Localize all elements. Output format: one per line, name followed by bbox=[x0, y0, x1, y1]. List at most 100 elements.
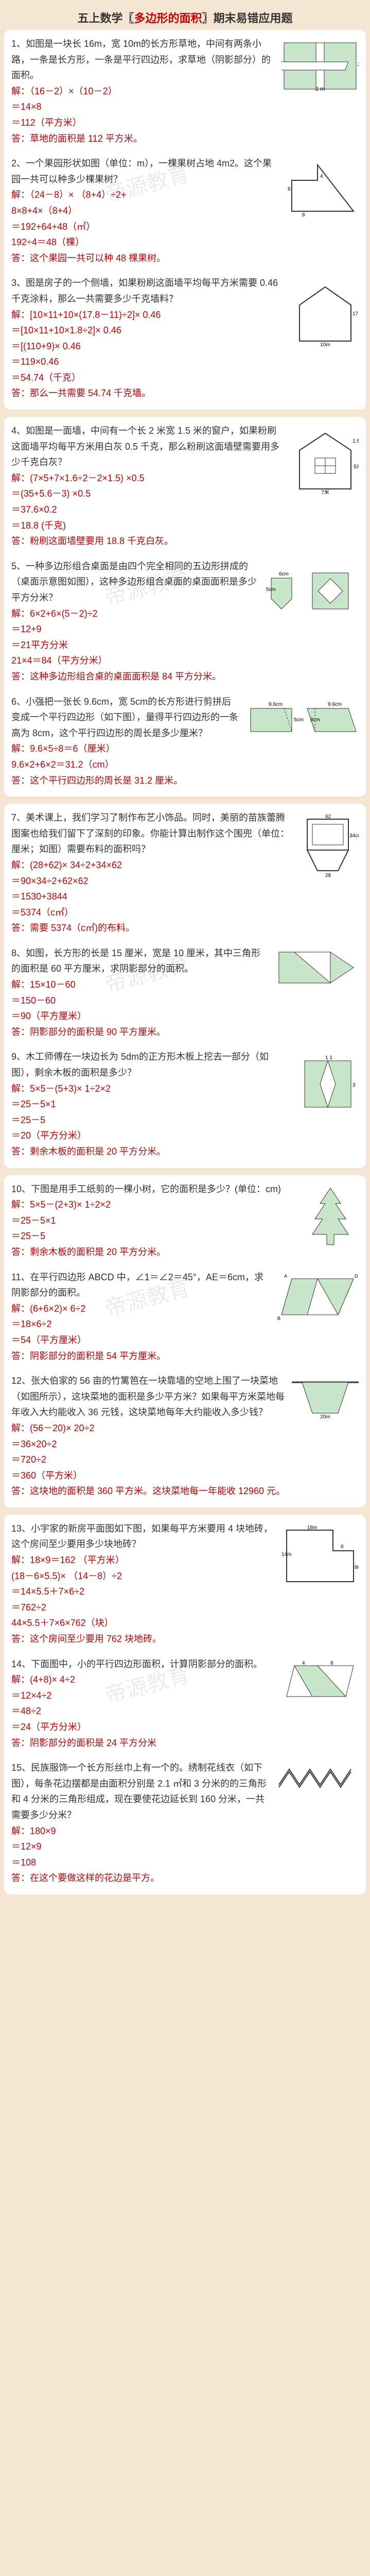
svg-text:62: 62 bbox=[325, 814, 331, 820]
figure: 2 m2 m bbox=[281, 40, 359, 92]
solution-line: ＝54（平方厘米） bbox=[11, 1332, 359, 1348]
title-mid: 多边形的面积 bbox=[134, 12, 202, 25]
solution-line: ＝112（平方米） bbox=[11, 115, 359, 131]
answer-line: 答：阴影部分的面积是 90 平方厘米。 bbox=[11, 1024, 359, 1040]
solution-line: ＝12×9 bbox=[11, 1839, 359, 1855]
figure: 48 bbox=[281, 1660, 359, 1702]
figure bbox=[276, 950, 359, 991]
svg-text:7米: 7米 bbox=[321, 489, 329, 494]
svg-text:14m: 14m bbox=[281, 1552, 291, 1557]
answer-line: 答：剩余木板的面积是 20 平方分米。 bbox=[11, 1144, 359, 1160]
answer-line: 答：需要 5374（c㎡)的布料。 bbox=[11, 920, 359, 936]
solution-line: ＝720÷2 bbox=[11, 1452, 359, 1468]
svg-text:28: 28 bbox=[325, 873, 331, 878]
figure: 17.8米 10m bbox=[292, 279, 359, 346]
solution-line: 解：(56－20)× 20÷2 bbox=[11, 1420, 359, 1436]
solution-line: ＝90（平方厘米） bbox=[11, 1008, 359, 1024]
problem: 2、一个果园形状如图（单位：m），一棵果树占地 4m2。这个果园一共可以种多少棵… bbox=[11, 156, 359, 266]
figure: ADB bbox=[276, 1274, 359, 1320]
answer-line: 答：那么一共需要 54.74 千克墙。 bbox=[11, 385, 359, 401]
figure bbox=[276, 1764, 359, 1790]
solution-line: ＝37.6×0.2 bbox=[11, 502, 359, 518]
section: 10、下图是用手工纸剪的一棵小树，它的面积是多少？(单位：cm)解：5×5－(2… bbox=[4, 1175, 366, 1507]
title-prefix: 五上数学〖 bbox=[77, 12, 134, 25]
problem: 10、下图是用手工纸剪的一棵小树，它的面积是多少？(单位：cm)解：5×5－(2… bbox=[11, 1181, 359, 1260]
figure: 848 bbox=[287, 160, 359, 216]
svg-text:9.6cm: 9.6cm bbox=[328, 702, 342, 707]
problem: 14、下面图中，小的平行四边形面积，计算阴影部分的面积。解：(4+8)× 4÷2… bbox=[11, 1656, 359, 1751]
problem: 7、美术课上，我们学习了制作布艺小饰品。同时，美丽的苗族蕾腾图案也给我们留下了深… bbox=[11, 810, 359, 936]
solution-line: ＝24（平方分米） bbox=[11, 1719, 359, 1735]
svg-text:34cm: 34cm bbox=[349, 833, 359, 839]
solution-line: ＝1530+3844 bbox=[11, 889, 359, 905]
svg-text:6cm: 6cm bbox=[279, 571, 289, 577]
svg-text:9.6cm: 9.6cm bbox=[269, 702, 283, 707]
solution-line: 192÷4＝48（棵） bbox=[11, 234, 359, 250]
figure: 9.6cm5cm9.6cm8cm bbox=[245, 698, 359, 744]
solution-line: ＝21平方分米 bbox=[11, 637, 359, 653]
svg-text:20m: 20m bbox=[320, 1414, 330, 1418]
answer-line: 答：在这个要做这样的花边是平方。 bbox=[11, 1870, 359, 1886]
svg-text:5米: 5米 bbox=[354, 463, 359, 470]
svg-text:B: B bbox=[277, 1316, 280, 1320]
svg-text:17.8米: 17.8米 bbox=[353, 310, 359, 317]
answer-line: 答：粉刷这面墙壁要用 18.8 千克白灰。 bbox=[11, 533, 359, 549]
section: 7、美术课上，我们学习了制作布艺小饰品。同时，美丽的苗族蕾腾图案也给我们留下了深… bbox=[4, 804, 366, 1167]
solution-line: 解：180×9 bbox=[11, 1823, 359, 1839]
solution-line: ＝762÷2 bbox=[11, 1600, 359, 1616]
solution-line: ＝48÷2 bbox=[11, 1703, 359, 1719]
figure: 6cm5cm bbox=[266, 563, 359, 614]
answer-line: 答：阴影部分的面积是 54 平方厘米。 bbox=[11, 1348, 359, 1364]
section: 13、小宇家的新房平面图如下图，如果每平方米要用 4 块地砖，这个房间至少要用多… bbox=[4, 1515, 366, 1894]
solution-line: ＝12+9 bbox=[11, 621, 359, 637]
svg-text:4: 4 bbox=[320, 174, 323, 179]
svg-text:A: A bbox=[284, 1274, 287, 1279]
section: 4、如图是一面墙，中间有一个长 2 米宽 1.5 米的窗户，如果粉刷这面墙平均每… bbox=[4, 417, 366, 796]
problem: 13、小宇家的新房平面图如下图，如果每平方米要用 4 块地砖，这个房间至少要用多… bbox=[11, 1521, 359, 1647]
solution-line: ＝18.8 (千克) bbox=[11, 518, 359, 534]
problem: 4、如图是一面墙，中间有一个长 2 米宽 1.5 米的窗户，如果粉刷这面墙平均每… bbox=[11, 423, 359, 549]
problem: 11、在平行四边形 ABCD 中，∠1＝∠2＝45°，AE＝6cm，求阴影部分的… bbox=[11, 1269, 359, 1364]
svg-text:8: 8 bbox=[330, 1660, 333, 1666]
solution-line: ＝54.74（千克） bbox=[11, 370, 359, 386]
svg-text:10m: 10m bbox=[320, 342, 330, 346]
problem: 1、如图是一块长 16m，宽 10m的长方形草地，中间有两条小路，一条是长方形，… bbox=[11, 36, 359, 146]
svg-text:1 1: 1 1 bbox=[325, 1055, 332, 1061]
figure: 1.6米5米7米 bbox=[292, 427, 359, 494]
svg-text:5cm: 5cm bbox=[294, 717, 304, 723]
solution-line: ＝20（平方分米） bbox=[11, 1128, 359, 1144]
svg-text:4: 4 bbox=[302, 1660, 305, 1666]
svg-text:6: 6 bbox=[341, 1544, 344, 1550]
solution-line: ＝360（平方米） bbox=[11, 1468, 359, 1484]
figure: 1 1 3 bbox=[297, 1053, 359, 1115]
figure bbox=[302, 1185, 359, 1252]
title-suffix: 〗期末易错应用题 bbox=[202, 12, 293, 25]
answer-line: 答：这个平行四边形的周长是 31.2 厘米。 bbox=[11, 773, 359, 789]
problem: 6、小强把一张长 9.6cm，宽 5cm的长方形进行剪拼后变成一个平行四边形（如… bbox=[11, 694, 359, 789]
solution-line: ＝36×20÷2 bbox=[11, 1436, 359, 1452]
solution-line: ＝14×8 bbox=[11, 99, 359, 115]
solution-line: ＝150－60 bbox=[11, 993, 359, 1009]
svg-text:3: 3 bbox=[353, 1082, 356, 1088]
answer-line: 答：这个房间至少要用 762 块地砖。 bbox=[11, 1631, 359, 1647]
sections-container: 1、如图是一块长 16m，宽 10m的长方形草地，中间有两条小路，一条是长方形，… bbox=[4, 30, 366, 1894]
solution-line: ＝192+64+48（㎡） bbox=[11, 219, 359, 235]
solution-line: ＝119×0.46 bbox=[11, 354, 359, 370]
section: 1、如图是一块长 16m，宽 10m的长方形草地，中间有两条小路，一条是长方形，… bbox=[4, 30, 366, 410]
figure: 20m bbox=[292, 1377, 359, 1418]
problem: 3、图是房子的一个侧墙，如果粉刷这面墙平均每平方米需要 0.46 千克涂料，那么… bbox=[11, 275, 359, 401]
doc-title: 五上数学〖多边形的面积〗期末易错应用题 bbox=[4, 4, 366, 30]
solution-line: 21×4＝84（平方分米） bbox=[11, 653, 359, 669]
svg-text:18m: 18m bbox=[307, 1525, 317, 1531]
solution-line: ＝5374（c㎡） bbox=[11, 905, 359, 921]
problem: 9、木工师傅在一块边长为 5dm的正方形木板上挖去一部分（如图），剩余木板的面积… bbox=[11, 1049, 359, 1159]
solution-line: ＝108 bbox=[11, 1855, 359, 1871]
answer-line: 答：阴影部分的面积是 24 平方分米 bbox=[11, 1735, 359, 1751]
solution-line: 9.6×2+6×2＝31.2（cm） bbox=[11, 757, 359, 773]
answer-line: 答：这块地的面积是 360 平方米。这块菜地每一年能收 12960 元。 bbox=[11, 1483, 359, 1499]
problem: 8、如图，长方形的长是 15 厘米，宽是 10 厘米，其中三角形的面积是 60 … bbox=[11, 945, 359, 1040]
answer-line: 答：这种多边形组合桌的桌面面积是 84 平方分米。 bbox=[11, 669, 359, 685]
answer-line: 答：草地的面积是 112 平方米。 bbox=[11, 131, 359, 147]
figure: 18m14m68m bbox=[281, 1525, 359, 1587]
svg-text:8: 8 bbox=[288, 187, 291, 192]
